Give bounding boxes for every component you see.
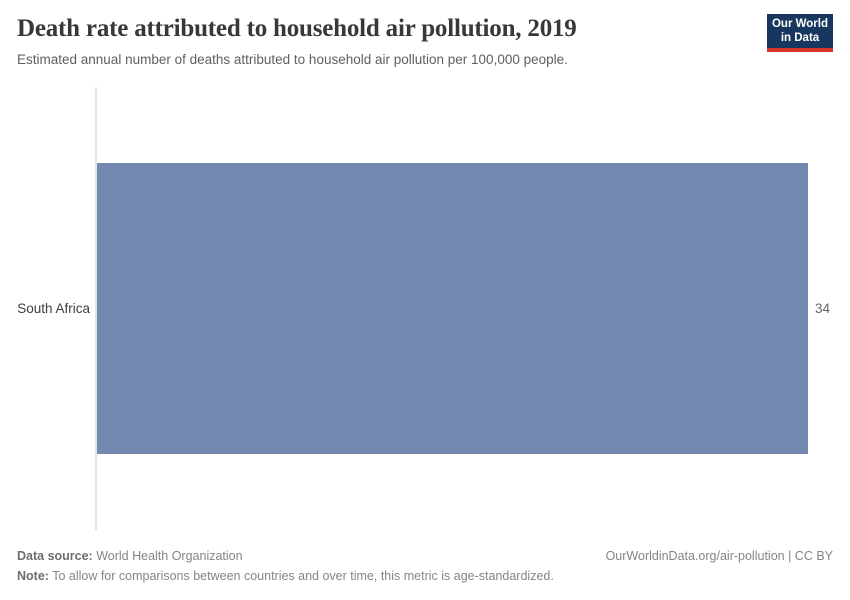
data-source-label: Data source:: [17, 549, 93, 563]
y-axis-line: [95, 87, 97, 530]
chart-title: Death rate attributed to household air p…: [17, 15, 577, 42]
data-source-value: World Health Organization: [92, 549, 243, 563]
entity-label: South Africa: [17, 301, 90, 316]
note-line: Note: To allow for comparisons between c…: [17, 569, 554, 583]
owid-logo[interactable]: Our World in Data: [767, 14, 833, 52]
owid-logo-line1: Our World: [771, 18, 828, 30]
note-value: To allow for comparisons between countri…: [48, 569, 554, 583]
note-label: Note:: [17, 569, 49, 583]
data-source-line: Data source: World Health Organization: [17, 549, 243, 563]
chart-subtitle: Estimated annual number of deaths attrib…: [17, 52, 568, 67]
value-label: 34: [815, 301, 831, 316]
credit-link[interactable]: OurWorldinData.org/air-pollution | CC BY: [605, 549, 833, 563]
owid-logo-line2: in Data: [780, 31, 820, 44]
bar-south-africa[interactable]: [97, 163, 808, 454]
